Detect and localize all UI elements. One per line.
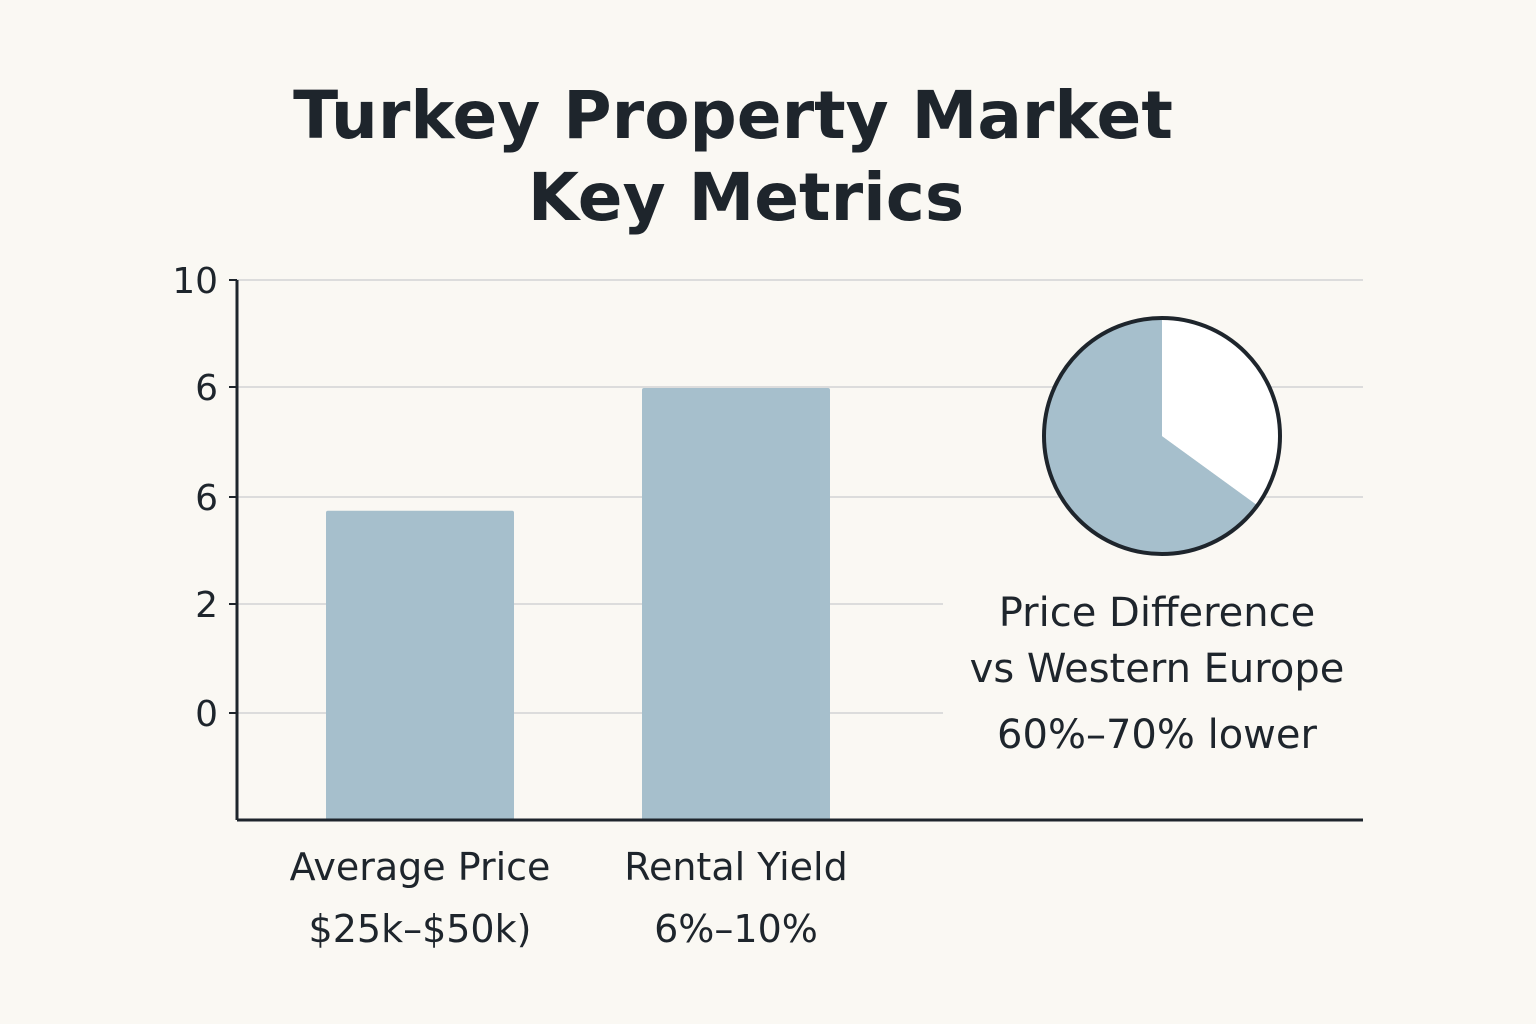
y-tick-labels: 10 6 6 2 0 — [172, 261, 218, 735]
y-tick-label: 2 — [195, 585, 218, 626]
y-tick-label: 0 — [195, 694, 218, 735]
bar-average-price — [326, 510, 514, 820]
pie-slice — [1044, 318, 1258, 554]
chart-title-line-2: Key Metrics — [528, 159, 964, 236]
pie-slice — [1162, 318, 1280, 506]
pie-title-line-1: Price Difference — [999, 590, 1316, 636]
chart-title-line-1: Turkey Property Market — [293, 77, 1173, 154]
category-label: Rental Yield — [624, 845, 847, 889]
bars — [326, 388, 830, 820]
axes — [235, 280, 1363, 822]
category-sublabel: 6%–10% — [654, 907, 818, 951]
y-tick-label: 6 — [195, 368, 218, 409]
y-tick-label: 6 — [195, 478, 218, 519]
y-tick-label: 10 — [172, 261, 218, 302]
pie-annotation: 60%–70% lower — [997, 712, 1317, 758]
category-label: Average Price — [290, 845, 551, 889]
category-sublabel: $25k–$50k) — [309, 907, 532, 951]
category-labels: Average Price $25k–$50k) Rental Yield 6%–10… — [290, 845, 848, 951]
pie-chart — [1042, 316, 1282, 556]
pie-outline — [1042, 316, 1282, 556]
bar-rental-yield — [642, 388, 830, 820]
pie-title-line-2: vs Western Europe — [970, 646, 1345, 692]
